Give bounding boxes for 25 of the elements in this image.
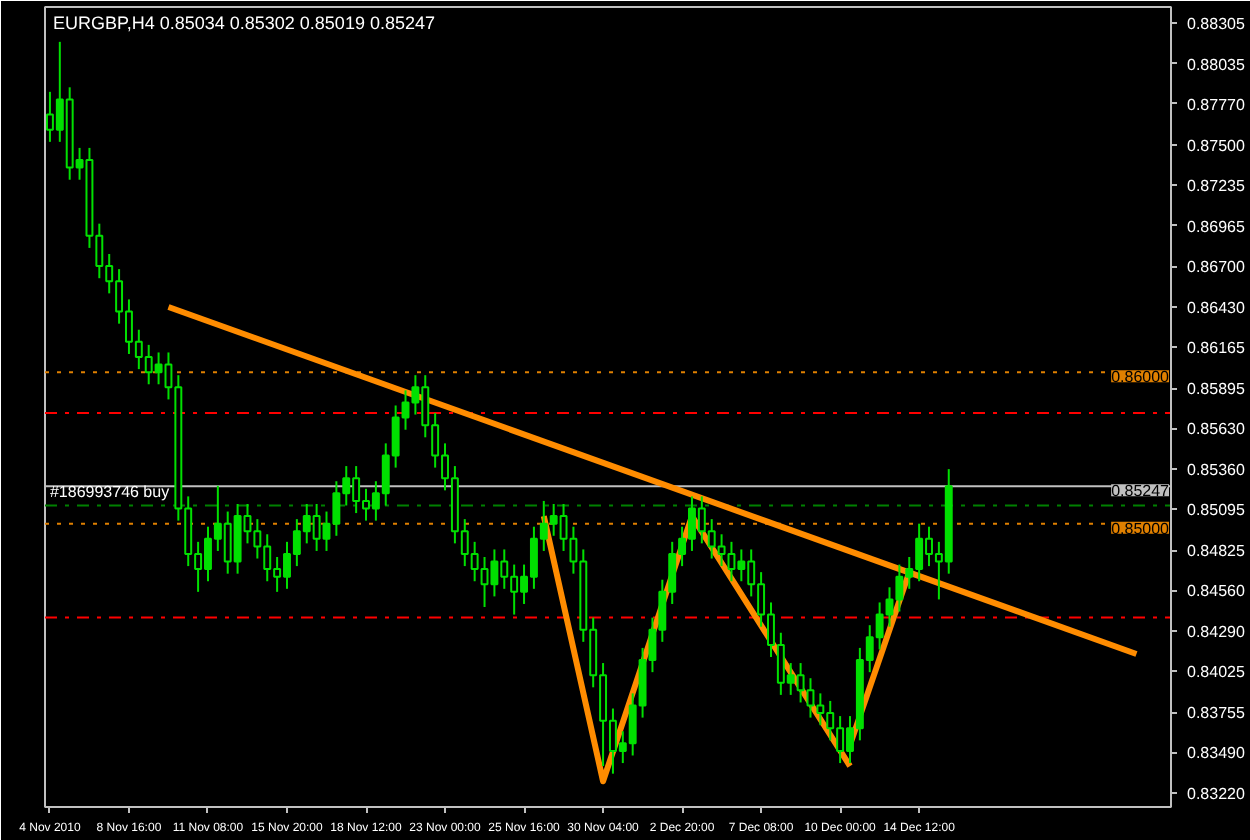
y-tick-label: 0.86700	[1187, 258, 1246, 277]
y-tick-label: 0.84025	[1187, 663, 1246, 682]
y-tick-label: 0.84825	[1187, 542, 1246, 561]
y-tick-label: 0.87770	[1187, 95, 1246, 114]
y-tick-label: 0.83490	[1187, 744, 1246, 763]
y-tick-label: 0.85630	[1187, 420, 1246, 439]
y-tick-label: 0.86965	[1187, 217, 1246, 236]
y-tick-label: 0.83220	[1187, 785, 1246, 804]
y-tick-label: 0.85095	[1187, 501, 1246, 520]
y-tick-label: 0.86430	[1187, 299, 1246, 317]
chart-title: EURGBP,H4 0.85034 0.85302 0.85019 0.85247	[53, 13, 435, 33]
ref-line-label: 0.86000	[1111, 368, 1171, 387]
ref-line-label: 0.85000	[1111, 519, 1171, 538]
y-tick-label: 0.86165	[1187, 339, 1246, 358]
ref-line-label: 0.85247	[1111, 482, 1171, 501]
y-tick-label: 0.85360	[1187, 461, 1246, 480]
y-tick-label: 0.88305	[1187, 14, 1246, 33]
annotation: #186993746 buy	[49, 483, 170, 502]
y-tick-label: 0.88035	[1187, 55, 1246, 74]
y-tick-label: 0.84290	[1187, 623, 1246, 642]
y-tick-label: 0.87500	[1187, 136, 1246, 155]
y-tick-label: 0.85895	[1187, 380, 1246, 399]
y-tick-label: 0.83755	[1187, 704, 1246, 723]
y-tick-label: 0.84560	[1187, 582, 1246, 601]
y-tick-label: 0.87235	[1187, 177, 1246, 196]
